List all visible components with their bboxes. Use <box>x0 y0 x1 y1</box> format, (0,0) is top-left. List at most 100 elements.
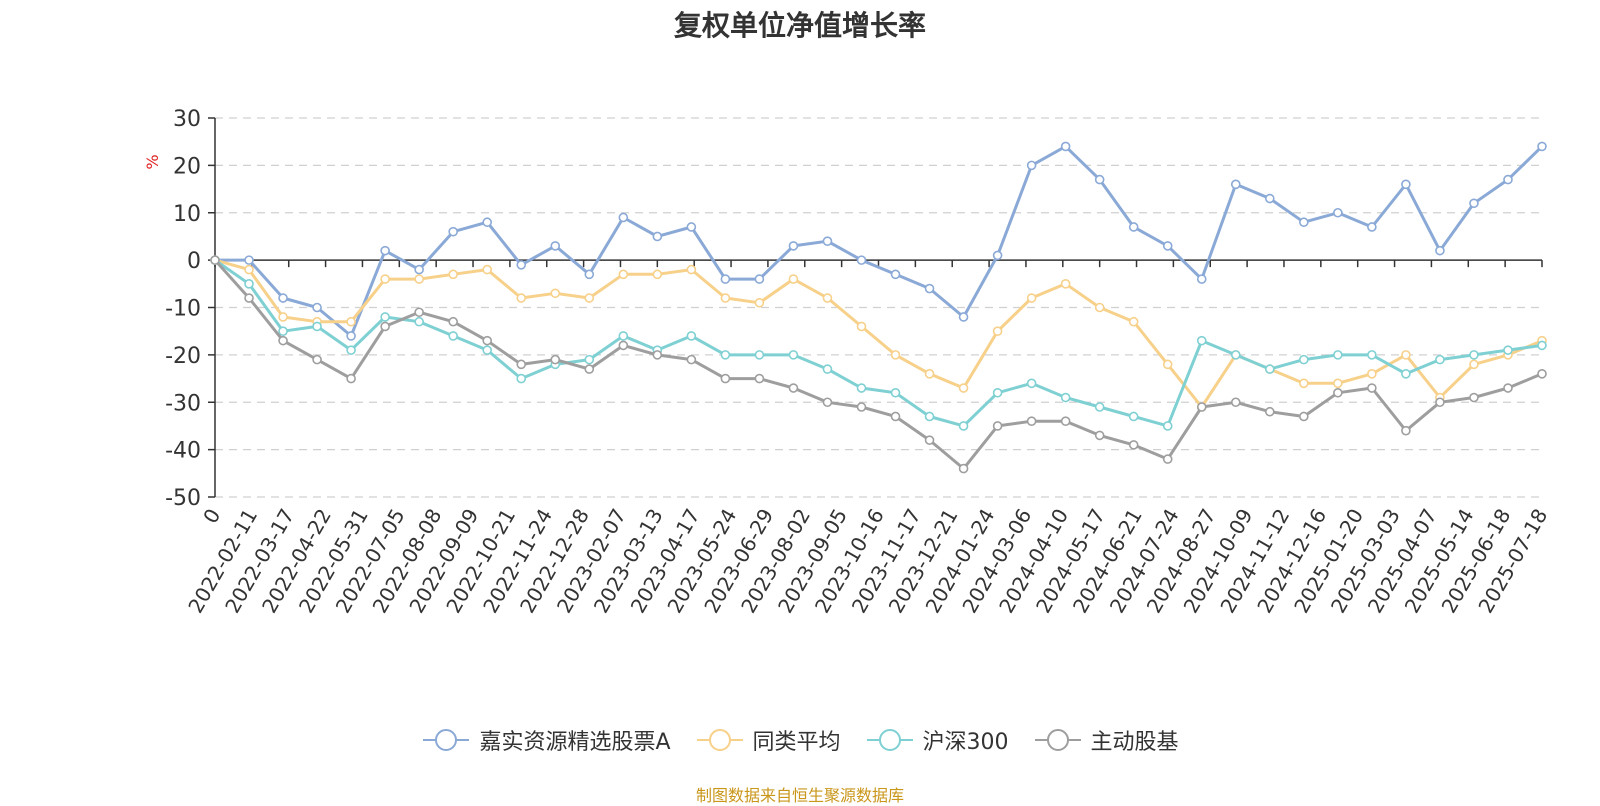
data-point <box>278 312 288 322</box>
data-point <box>550 288 561 299</box>
data-point <box>584 364 595 374</box>
data-point <box>1401 425 1411 436</box>
y-tick-label: -10 <box>165 297 201 322</box>
series-line-3 <box>213 259 1543 471</box>
data-point <box>992 387 1003 398</box>
data-point <box>788 241 799 251</box>
data-point <box>1435 354 1445 365</box>
data-point <box>652 350 663 360</box>
data-point <box>516 373 527 384</box>
data-point <box>1469 359 1479 370</box>
legend-label: 沪深300 <box>922 730 1009 755</box>
data-point <box>1162 454 1173 464</box>
data-point <box>1401 350 1411 360</box>
data-point <box>1367 383 1377 393</box>
data-point <box>346 331 356 341</box>
data-point <box>618 340 629 351</box>
data-point <box>448 226 458 237</box>
y-tick-label: 30 <box>173 107 201 132</box>
data-point <box>1537 141 1547 152</box>
data-point <box>1094 302 1105 313</box>
data-point <box>244 279 254 289</box>
data-point <box>380 274 390 284</box>
data-point <box>924 283 935 294</box>
data-point <box>244 264 254 275</box>
legend-label: 主动股基 <box>1090 730 1179 755</box>
data-point <box>312 302 322 313</box>
data-point <box>1060 416 1071 427</box>
legend-item[interactable]: 主动股基 <box>1033 724 1179 756</box>
legend-label: 同类平均 <box>752 730 841 755</box>
data-point <box>1469 392 1479 403</box>
data-point <box>584 269 595 280</box>
data-point <box>584 293 595 303</box>
data-point <box>822 293 833 303</box>
data-point <box>414 307 424 318</box>
data-point <box>312 354 322 365</box>
data-point <box>1333 378 1343 389</box>
y-tick-label: -40 <box>165 439 201 464</box>
data-point <box>1230 350 1241 360</box>
data-point <box>686 222 697 232</box>
legend-item[interactable]: 同类平均 <box>695 724 841 756</box>
data-point <box>1128 440 1139 450</box>
data-point <box>1264 364 1275 374</box>
data-point <box>1094 430 1105 441</box>
legend-item[interactable]: 沪深300 <box>865 724 1009 756</box>
data-point <box>1435 397 1445 408</box>
legend-marker-icon <box>866 729 913 751</box>
y-tick-label: 20 <box>173 154 201 179</box>
data-point <box>1264 193 1275 204</box>
data-point <box>1367 369 1377 379</box>
data-point <box>686 354 697 365</box>
data-point <box>1060 279 1071 289</box>
data-point <box>516 293 527 303</box>
data-point <box>720 373 731 384</box>
data-point <box>550 241 561 251</box>
data-point <box>1469 350 1479 360</box>
data-point <box>1367 222 1377 232</box>
legend-marker-icon <box>696 729 743 751</box>
data-point <box>482 345 493 355</box>
data-point <box>1196 335 1207 346</box>
data-point <box>618 269 629 280</box>
legend-label: 嘉实资源精选股票A <box>479 730 671 755</box>
data-point <box>1333 387 1343 398</box>
data-point <box>516 260 527 270</box>
data-point <box>1230 179 1241 190</box>
data-point <box>1128 316 1139 327</box>
data-point <box>1094 174 1105 185</box>
data-point <box>754 373 765 384</box>
data-point <box>856 383 867 393</box>
data-point <box>958 383 969 393</box>
data-point <box>1537 369 1547 379</box>
data-point <box>890 411 901 422</box>
data-point <box>1367 350 1377 360</box>
data-point <box>720 274 731 284</box>
data-point <box>1196 402 1207 412</box>
data-point <box>890 350 901 360</box>
data-point <box>652 269 663 280</box>
data-point <box>312 321 322 332</box>
data-point <box>890 387 901 398</box>
data-point <box>516 359 527 370</box>
data-point <box>1333 350 1343 360</box>
data-point <box>482 264 493 275</box>
data-point <box>822 397 833 408</box>
y-tick-label: 10 <box>173 202 201 227</box>
data-point <box>448 269 458 280</box>
data-point <box>992 421 1003 431</box>
data-point <box>1299 378 1309 389</box>
data-point <box>618 331 629 341</box>
data-point <box>1026 378 1037 389</box>
data-point <box>1503 174 1513 185</box>
data-point <box>210 255 220 265</box>
data-point <box>414 264 424 275</box>
data-point <box>754 350 765 360</box>
data-point <box>380 321 390 332</box>
legend-item[interactable]: 嘉实资源精选股票A <box>421 724 671 756</box>
series-line-1 <box>214 258 1543 409</box>
data-point <box>1503 345 1513 355</box>
data-point <box>550 354 561 365</box>
data-point <box>754 274 765 284</box>
